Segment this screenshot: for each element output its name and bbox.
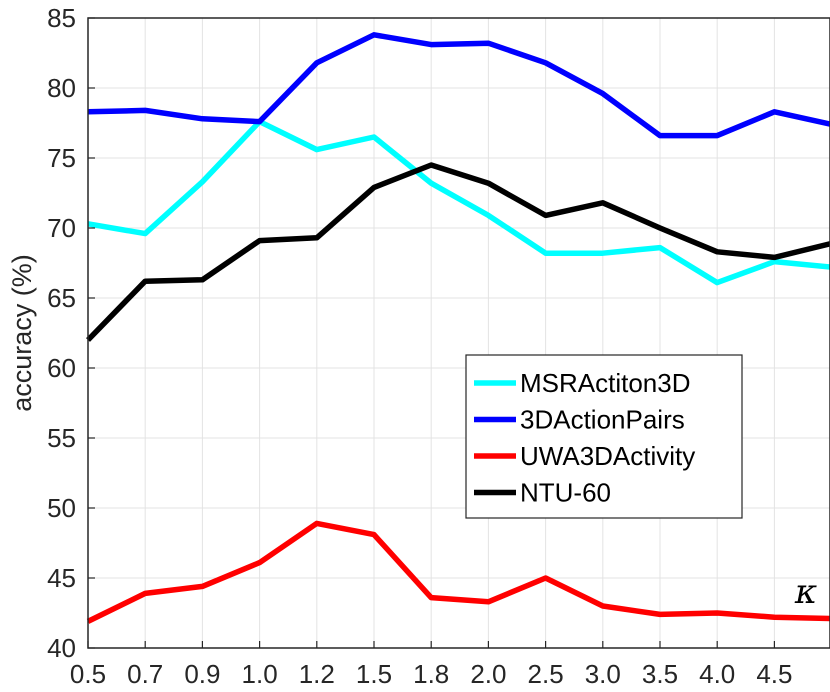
y-tick-label: 80 <box>47 73 76 103</box>
y-tick-label: 40 <box>47 633 76 663</box>
y-axis-label: accuracy (%) <box>7 254 37 412</box>
y-tick-label: 45 <box>47 563 76 593</box>
legend-label: 3DActionPairs <box>520 405 685 435</box>
x-tick-label: 0.7 <box>127 659 163 689</box>
series-line-2 <box>86 520 830 624</box>
x-tick-label: 3.0 <box>585 659 621 689</box>
x-tick-label: 1.2 <box>299 659 335 689</box>
x-tick-label: 2.5 <box>528 659 564 689</box>
grid-lines <box>88 18 830 648</box>
legend: MSRActiton3D 3DActionPairs UWA3DActivity NT… <box>465 354 743 519</box>
x-tick-label: 1.0 <box>242 659 278 689</box>
x-tick-label: 0.9 <box>184 659 220 689</box>
x-tick-label: 2.0 <box>470 659 506 689</box>
series-line-1 <box>87 32 830 139</box>
x-axis-label: κ <box>794 572 817 612</box>
x-tick-label: 4.5 <box>756 659 792 689</box>
axes-box <box>87 17 830 649</box>
legend-label: UWA3DActivity <box>520 441 695 471</box>
x-tick-label: 1.8 <box>413 659 449 689</box>
y-tick-label: 55 <box>47 423 76 453</box>
y-tick-label: 60 <box>47 353 76 383</box>
x-tick-label: 3.5 <box>642 659 678 689</box>
series-line-3 <box>86 162 830 342</box>
x-tick-label: 0.5 <box>70 659 106 689</box>
ticks: 0.5 0.7 0.9 1.0 1.2 1.5 1.8 2.0 2.5 3.0 3.5 4.0 4.5 4… <box>47 3 792 689</box>
legend-label: NTU-60 <box>520 478 611 508</box>
x-tick-label: 4.0 <box>699 659 735 689</box>
y-tick-label: 70 <box>47 213 76 243</box>
y-tick-label: 85 <box>47 3 76 33</box>
y-tick-label: 75 <box>47 143 76 173</box>
series-line-0 <box>87 118 830 286</box>
legend-label: MSRActiton3D <box>520 368 691 398</box>
series-lines <box>86 32 830 624</box>
y-tick-label: 50 <box>47 493 76 523</box>
y-tick-label: 65 <box>47 283 76 313</box>
x-tick-label: 1.5 <box>356 659 392 689</box>
